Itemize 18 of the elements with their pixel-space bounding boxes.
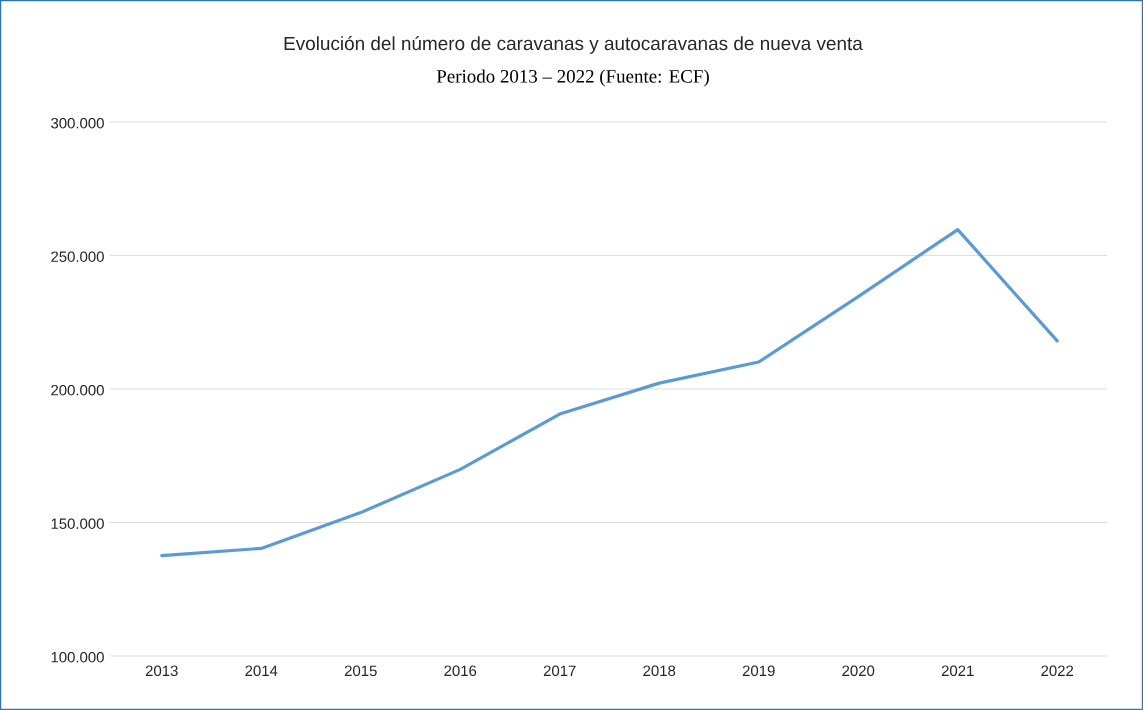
y-tick-label: 200.000 xyxy=(51,384,104,396)
y-tick-label: 100.000 xyxy=(51,651,104,663)
x-tick-label: 2015 xyxy=(344,665,377,677)
x-tick-label: 2018 xyxy=(643,665,676,677)
chart-subtitle: Periodo 2013 – 2022 (Fuente: ECF) xyxy=(436,69,709,87)
y-tick-label: 300.000 xyxy=(51,117,104,129)
y-tick-label: 250.000 xyxy=(51,251,104,262)
line-series xyxy=(160,227,1059,558)
x-tick-label: 2021 xyxy=(941,665,974,677)
x-tick-label: 2019 xyxy=(742,665,775,677)
x-tick-label: 2022 xyxy=(1041,665,1074,677)
x-tick-label: 2013 xyxy=(145,665,178,677)
x-tick-label: 2017 xyxy=(543,665,576,677)
x-tick-label: 2016 xyxy=(444,665,477,677)
y-tick-label: 150.000 xyxy=(51,518,104,529)
x-tick-label: 2014 xyxy=(245,665,278,677)
chart-title: Evolución del número de caravanas y autocaravanas de nueva venta xyxy=(284,36,863,54)
x-tick-label: 2020 xyxy=(842,665,875,677)
